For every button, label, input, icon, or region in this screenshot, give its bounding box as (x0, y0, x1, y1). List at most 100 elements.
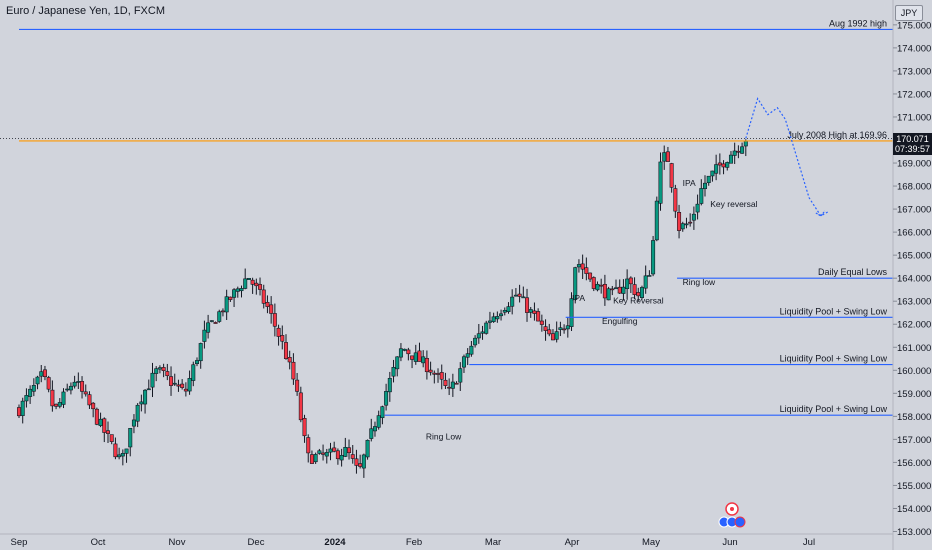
candle-body (573, 267, 578, 300)
x-tick-label: Jun (722, 537, 737, 548)
event-icons[interactable] (718, 502, 746, 528)
candle-body (417, 350, 422, 362)
y-tick-label: 166.000 (897, 228, 931, 239)
candle-body (165, 371, 170, 377)
candle-body (46, 377, 51, 390)
candle-body (50, 389, 55, 407)
candle-body (402, 348, 407, 351)
candle-body (131, 419, 136, 427)
candle-body (102, 418, 107, 433)
candle-body (450, 381, 455, 389)
candle-body (410, 355, 415, 360)
x-tick-label: May (642, 537, 660, 548)
candle-body (20, 400, 25, 416)
candle-body (443, 379, 448, 386)
candle-body (543, 326, 548, 331)
candle-body (588, 272, 593, 280)
candle-body (61, 391, 66, 405)
candle-body (732, 150, 737, 156)
candle-body (665, 151, 670, 162)
candle-body (295, 379, 300, 392)
y-tick-label: 168.000 (897, 182, 931, 193)
annotation-label: Key reversal (710, 199, 757, 209)
candle-body (495, 316, 500, 320)
candle-body (550, 333, 555, 341)
candle-body (677, 212, 682, 231)
candle-body (562, 328, 567, 331)
candle-body (536, 311, 541, 322)
annotation-label: Ring low (683, 277, 716, 287)
event-icon-3[interactable] (734, 516, 746, 528)
y-tick-label: 153.000 (897, 527, 931, 538)
candle-body (328, 448, 333, 453)
projection-group (745, 97, 830, 217)
candle-body (358, 463, 363, 467)
candle-body (332, 447, 337, 452)
candle-body (595, 283, 600, 291)
candle-body (487, 320, 492, 323)
levels-group: Aug 1992 high July 2008 High at 169.96 Dai… (0, 18, 893, 416)
annotation-label: Key Reversal (613, 296, 664, 306)
candle-body (198, 343, 203, 362)
candle-body (235, 288, 240, 292)
candle-body (31, 385, 36, 392)
candle-body (695, 203, 700, 213)
candle-body (161, 367, 166, 372)
candle-body (272, 313, 277, 327)
level-label: Liquidity Pool + Swing Low (780, 404, 888, 414)
candle-body (513, 294, 518, 297)
y-tick-label: 172.000 (897, 89, 931, 100)
projection-path[interactable] (745, 97, 830, 217)
bar-countdown: 07:39:57 (894, 144, 931, 154)
currency-button[interactable]: JPY (895, 5, 923, 21)
candle-body (398, 348, 403, 358)
candle-body (309, 454, 314, 464)
candle-body (580, 263, 585, 270)
candle-body (187, 378, 192, 392)
candle-body (525, 297, 530, 313)
candle-body (209, 320, 214, 322)
candle-body (606, 288, 611, 301)
candle-body (491, 316, 496, 322)
candle-body (469, 345, 474, 355)
last-price-tag: 170.071 07:39:57 (893, 133, 932, 155)
candle-body (658, 161, 663, 204)
y-axis[interactable]: 153.000 154.000 155.000 156.000 157.000 158.0… (893, 20, 931, 538)
candle-body (610, 288, 615, 291)
x-axis[interactable]: Sep Oct Nov Dec 2024 Feb Mar Apr May Jun Jul (11, 537, 816, 548)
candle-body (302, 418, 307, 437)
candle-body (621, 286, 626, 294)
candle-body (484, 322, 489, 334)
candle-body (202, 329, 207, 342)
candle-body (406, 349, 411, 355)
candle-body (335, 450, 340, 460)
candle-body (502, 310, 507, 313)
candle-body (684, 223, 689, 226)
candle-body (324, 452, 329, 457)
candle-body (558, 327, 563, 330)
candle-body (291, 361, 296, 380)
candle-body (287, 357, 292, 363)
candle-body (124, 448, 129, 454)
candle-body (283, 342, 288, 360)
candle-body (432, 372, 437, 375)
candle-body (265, 302, 270, 307)
candle-body (725, 162, 730, 168)
candle-body (439, 372, 444, 380)
candle-body (372, 426, 377, 432)
x-tick-label: Dec (248, 537, 265, 548)
candle-body (714, 164, 719, 174)
y-tick-label: 169.000 (897, 159, 931, 170)
candle-body (576, 264, 581, 268)
candle-body (57, 402, 62, 407)
y-tick-label: 162.000 (897, 320, 931, 331)
y-tick-label: 164.000 (897, 274, 931, 285)
candle-body (72, 381, 77, 387)
candle-body (521, 296, 526, 299)
annotation-label: IPA (683, 178, 696, 188)
candle-body (673, 188, 678, 212)
candle-body (476, 333, 481, 339)
candle-body (625, 278, 630, 290)
candle-body (413, 352, 418, 362)
